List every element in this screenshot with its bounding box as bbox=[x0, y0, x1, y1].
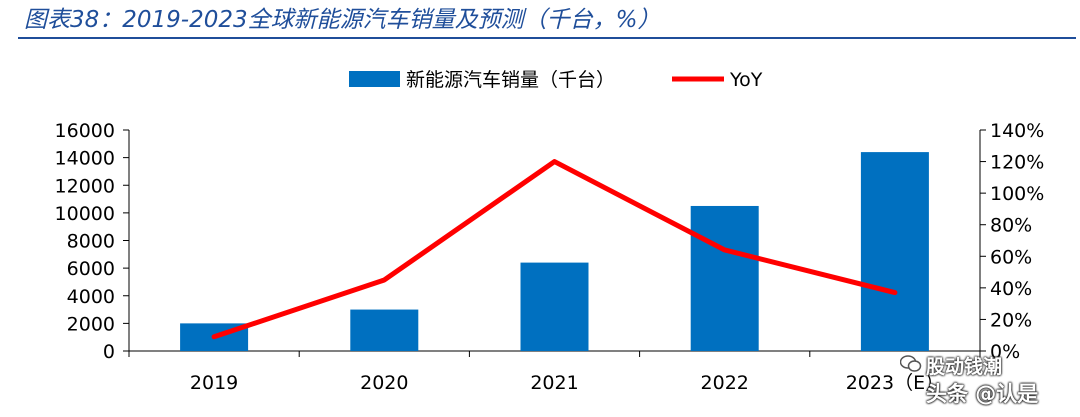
bar bbox=[350, 309, 419, 351]
bar bbox=[860, 152, 929, 351]
axes-layer: 0 2000 4000 6000 8000 10000 12000 14000 16000 0% 2… bbox=[55, 120, 1045, 394]
y-right-tick-label: 100% bbox=[990, 183, 1044, 205]
y-right-tick-label: 140% bbox=[990, 120, 1044, 142]
y-left-tick-label: 6000 bbox=[67, 258, 115, 280]
legend: 新能源汽车销量（千台） YoY bbox=[349, 69, 763, 91]
watermark: 股动钱潮 头条 @认是 bbox=[899, 352, 1080, 416]
y-left-tick-label: 14000 bbox=[55, 148, 115, 170]
y-left-tick-label: 12000 bbox=[55, 175, 115, 197]
y-right-tick-label: 40% bbox=[990, 278, 1032, 300]
y-right-tick-label: 60% bbox=[990, 246, 1032, 268]
watermark-account: 股动钱潮 bbox=[926, 356, 1003, 378]
chart-title: 图表38：2019-2023全球新能源汽车销量及预测（千台，%） bbox=[24, 7, 661, 33]
y-left-tick-label: 0 bbox=[103, 341, 115, 363]
watermark-line2: 头条 @认是 bbox=[926, 382, 1039, 406]
x-tick-label: 2022 bbox=[701, 372, 749, 394]
title-divider bbox=[18, 37, 1076, 39]
wechat-icon bbox=[899, 355, 922, 378]
bar bbox=[690, 205, 759, 351]
line-layer bbox=[211, 159, 898, 340]
y-left-tick-label: 16000 bbox=[55, 120, 115, 142]
y-left-tick-label: 10000 bbox=[55, 203, 115, 225]
x-tick-label: 2023（E） bbox=[846, 372, 944, 394]
y-left-tick-label: 8000 bbox=[67, 231, 115, 253]
legend-line-label: YoY bbox=[729, 69, 763, 91]
x-tick-label: 2020 bbox=[360, 372, 408, 394]
watermark-line1: 股动钱潮 bbox=[899, 352, 1003, 379]
y-right-tick-label: 120% bbox=[990, 152, 1044, 174]
y-right-tick-label: 0% bbox=[990, 341, 1020, 363]
x-tick-label: 2019 bbox=[190, 372, 238, 394]
y-left-tick-label: 4000 bbox=[67, 286, 115, 308]
y-right-tick-label: 80% bbox=[990, 215, 1032, 237]
bars-layer bbox=[180, 152, 929, 351]
legend-bar-swatch bbox=[349, 71, 400, 87]
y-left-tick-label: 2000 bbox=[67, 313, 115, 335]
x-tick-label: 2021 bbox=[530, 372, 578, 394]
legend-bar-label: 新能源汽车销量（千台） bbox=[406, 69, 615, 91]
y-right-tick-label: 20% bbox=[990, 309, 1032, 331]
bar bbox=[520, 262, 589, 351]
